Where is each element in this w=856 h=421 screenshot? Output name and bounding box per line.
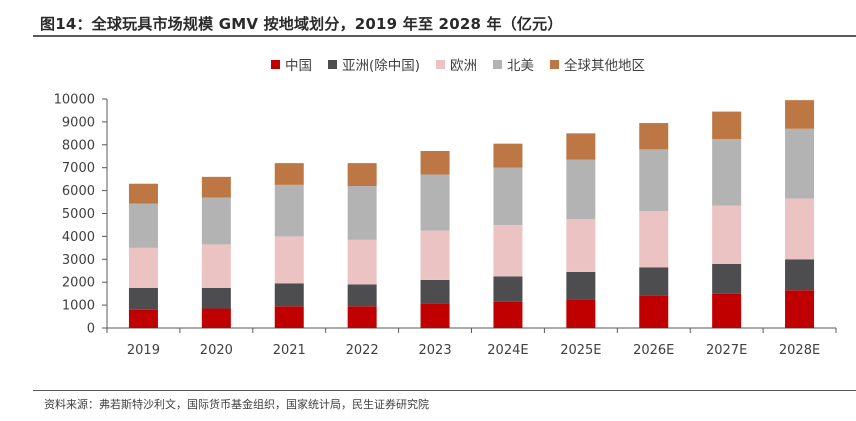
bar-segment-rest-of-world xyxy=(493,143,523,168)
bar-segment-rest-of-world xyxy=(639,123,669,150)
bar-segment-asia-ex-china xyxy=(274,283,304,307)
bar-segment-north-america xyxy=(712,139,742,206)
bar-segment-europe xyxy=(785,198,815,260)
bar-segment-europe xyxy=(274,236,304,284)
title-divider xyxy=(33,35,856,37)
bar-segment-asia-ex-china xyxy=(420,279,450,304)
bar-segment-asia-ex-china xyxy=(201,287,231,309)
x-tick-label: 2023 xyxy=(419,343,452,358)
x-tick-label: 2022 xyxy=(346,343,379,358)
legend-item-other: 全球其他地区 xyxy=(550,54,645,74)
bar-segment-asia-ex-china xyxy=(347,284,377,307)
bar-segment-europe xyxy=(128,247,158,288)
bar-segment-china xyxy=(712,293,742,328)
legend-swatch-other xyxy=(550,59,560,69)
bar-segment-rest-of-world xyxy=(566,133,596,160)
bar-segment-china xyxy=(128,309,158,328)
x-tick-label: 2026E xyxy=(633,343,674,358)
bar-segment-europe xyxy=(201,244,231,288)
legend-label-north-america: 北美 xyxy=(507,58,535,74)
bar-segment-europe xyxy=(420,230,450,280)
bar-segment-asia-ex-china xyxy=(128,287,158,310)
legend-swatch-china xyxy=(270,59,280,69)
bar-segment-europe xyxy=(566,219,596,272)
x-tick-label: 2024E xyxy=(487,343,528,358)
bar-segment-north-america xyxy=(201,197,231,245)
bar-segment-asia-ex-china xyxy=(566,271,596,300)
bar-segment-china xyxy=(201,308,231,328)
legend-item-asia: 亚洲(除中国) xyxy=(327,54,421,74)
y-tick-label: 6000 xyxy=(62,184,95,199)
bar-segment-china xyxy=(493,301,523,328)
y-tick-label: 5000 xyxy=(62,207,95,222)
y-tick-label: 2000 xyxy=(62,276,95,291)
chart-title: 图14：全球玩具市场规模 GMV 按地域划分，2019 年至 2028 年（亿元… xyxy=(40,15,563,33)
legend-swatch-europe xyxy=(436,59,446,69)
legend-label-europe: 欧洲 xyxy=(450,58,478,74)
bar-segment-china xyxy=(420,303,450,328)
bar-segment-rest-of-world xyxy=(274,163,304,185)
bar-segment-north-america xyxy=(128,203,158,248)
bar-segment-rest-of-world xyxy=(420,150,450,175)
legend-swatch-north-america xyxy=(493,59,503,69)
bar-segment-north-america xyxy=(347,186,377,240)
y-tick-label: 10000 xyxy=(54,93,95,108)
y-tick-label: 1000 xyxy=(62,299,95,314)
bar-segment-north-america xyxy=(639,149,669,212)
legend-label-asia: 亚洲(除中国) xyxy=(341,58,421,74)
bar-segment-rest-of-world xyxy=(785,100,815,129)
bar-segment-rest-of-world xyxy=(712,111,742,140)
source-divider xyxy=(33,390,856,391)
bar-segment-north-america xyxy=(420,174,450,231)
bar-segment-europe xyxy=(493,224,523,277)
bar-segment-north-america xyxy=(493,167,523,225)
bar-segment-europe xyxy=(347,239,377,285)
bar-segment-rest-of-world xyxy=(201,176,231,198)
source-note: 资料来源：弗若斯特沙利文，国际货币基金组织，国家统计局，民生证券研究院 xyxy=(44,398,429,411)
x-tick-label: 2020 xyxy=(200,343,233,358)
y-tick-label: 9000 xyxy=(62,115,95,130)
bar-segment-north-america xyxy=(274,184,304,237)
legend-item-north-america: 北美 xyxy=(493,54,534,74)
x-tick-label: 2027E xyxy=(706,343,747,358)
bar-segment-rest-of-world xyxy=(128,183,158,204)
bar-segment-asia-ex-china xyxy=(785,259,815,291)
legend-item-china: 中国 xyxy=(270,54,312,74)
bar-segment-china xyxy=(639,295,669,328)
legend-label-other: 全球其他地区 xyxy=(564,58,646,74)
legend: 中国 亚洲(除中国) 欧洲 北美 全球其他地区 xyxy=(0,54,856,74)
x-tick-label: 2028E xyxy=(779,343,820,358)
y-tick-label: 8000 xyxy=(62,138,95,153)
bar-segment-china xyxy=(785,290,815,328)
x-tick-label: 2025E xyxy=(560,343,601,358)
bar-segment-europe xyxy=(712,205,742,264)
legend-item-europe: 欧洲 xyxy=(436,54,477,74)
bar-segment-china xyxy=(566,299,596,328)
legend-swatch-asia xyxy=(327,59,337,69)
bar-segment-asia-ex-china xyxy=(639,267,669,296)
x-tick-label: 2021 xyxy=(273,343,306,358)
y-tick-label: 0 xyxy=(87,322,95,337)
bar-segment-china xyxy=(347,306,377,328)
bar-segment-china xyxy=(274,306,304,328)
y-tick-label: 7000 xyxy=(62,161,95,176)
x-tick-label: 2019 xyxy=(127,343,160,358)
y-tick-label: 3000 xyxy=(62,253,95,268)
legend-label-china: 中国 xyxy=(284,58,312,74)
bar-segment-north-america xyxy=(785,128,815,199)
bar-segment-europe xyxy=(639,211,669,268)
bar-segment-north-america xyxy=(566,159,596,220)
bar-segment-asia-ex-china xyxy=(712,263,742,294)
bar-segment-rest-of-world xyxy=(347,163,377,187)
bar-segment-asia-ex-china xyxy=(493,276,523,302)
y-tick-label: 4000 xyxy=(62,230,95,245)
